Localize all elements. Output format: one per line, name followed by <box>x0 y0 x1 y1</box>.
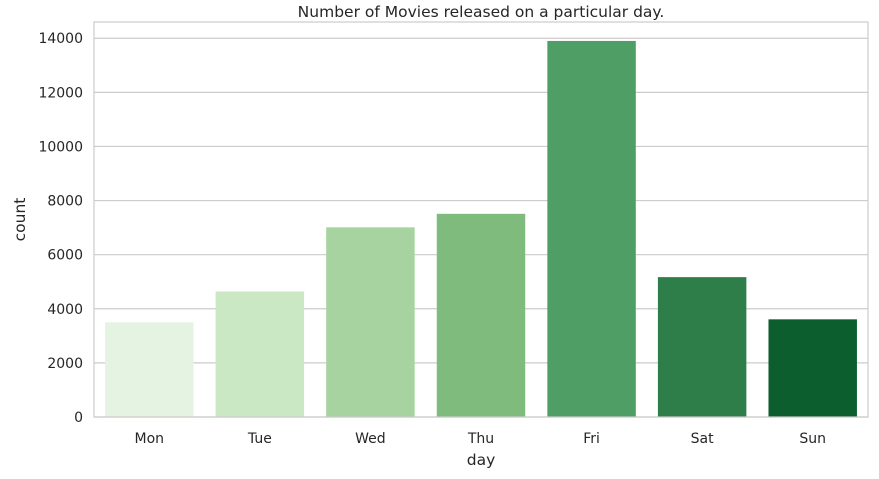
bar-sat <box>657 277 747 417</box>
x-axis-label: day <box>467 451 496 469</box>
y-tick-label: 4000 <box>47 302 83 318</box>
x-tick-label-sat: Sat <box>691 431 714 447</box>
bar-mon <box>105 322 194 417</box>
y-tick-label: 2000 <box>47 356 83 372</box>
x-tick-label-thu: Thu <box>467 431 494 447</box>
bars <box>105 40 857 417</box>
bar-thu <box>436 213 526 417</box>
y-tick-label: 14000 <box>38 31 83 47</box>
bar-fri <box>547 40 636 417</box>
x-tick-label-sun: Sun <box>799 431 826 447</box>
x-tick-label-fri: Fri <box>583 431 600 447</box>
x-tick-label-wed: Wed <box>355 431 386 447</box>
x-tick-label-tue: Tue <box>247 431 272 447</box>
plot-frame <box>93 21 869 418</box>
y-tick-label: 8000 <box>47 194 83 210</box>
y-tick-label: 12000 <box>38 85 83 101</box>
bar-tue <box>215 291 305 417</box>
y-tick-label: 10000 <box>38 139 83 155</box>
bar-sun <box>768 319 857 417</box>
chart-title: Number of Movies released on a particula… <box>298 3 665 21</box>
y-axis-label: count <box>11 198 29 242</box>
x-tick-label-mon: Mon <box>135 431 165 447</box>
x-tick-labels: Mon Tue Wed Thu Fri Sat Sun <box>135 431 827 447</box>
y-tick-label: 0 <box>74 410 83 426</box>
y-tick-labels: 0 2000 4000 6000 8000 10000 12000 14000 <box>38 31 83 426</box>
y-tick-label: 6000 <box>47 248 83 264</box>
bar-wed <box>326 227 415 417</box>
